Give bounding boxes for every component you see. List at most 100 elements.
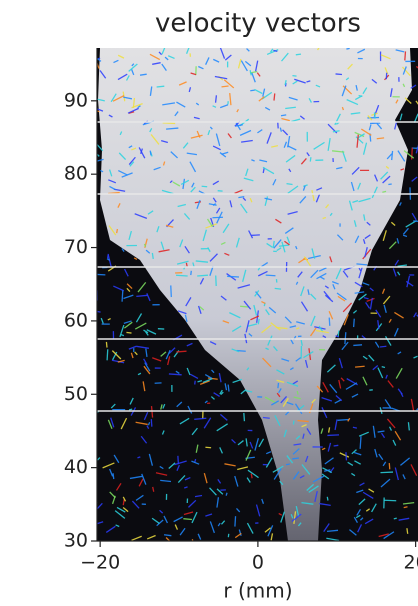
vector	[378, 533, 389, 538]
vector	[141, 473, 147, 485]
vector	[97, 98, 105, 102]
x-tick-label: 0	[252, 552, 264, 574]
vector	[131, 147, 137, 151]
vector	[380, 471, 394, 474]
vector	[321, 473, 330, 480]
vector	[117, 73, 128, 81]
vector	[316, 48, 320, 51]
vector	[283, 141, 288, 148]
vector	[239, 129, 252, 136]
vector	[254, 88, 263, 95]
vector	[132, 97, 136, 109]
vector	[382, 461, 387, 467]
vector	[284, 316, 292, 324]
vector	[211, 369, 215, 374]
vector	[336, 234, 344, 241]
panel-separators	[97, 121, 418, 412]
vector	[398, 517, 410, 521]
vector	[163, 515, 169, 524]
vector	[287, 185, 299, 194]
vector	[257, 270, 268, 277]
vector	[143, 412, 149, 421]
vector	[161, 63, 167, 72]
vector	[110, 417, 115, 428]
vector	[261, 498, 265, 504]
vector	[184, 486, 188, 489]
vector	[342, 85, 353, 95]
vector	[176, 401, 183, 408]
vector	[182, 178, 186, 190]
vector	[234, 532, 242, 539]
vector	[397, 388, 403, 395]
vector	[341, 150, 347, 162]
vector	[394, 467, 399, 481]
vector	[294, 78, 306, 84]
vector	[122, 496, 127, 502]
vector	[374, 341, 380, 348]
vector	[146, 425, 150, 429]
vector	[198, 65, 204, 70]
vector	[384, 335, 392, 346]
vector	[111, 350, 122, 360]
y-tick-label: 60	[64, 309, 88, 331]
vector	[219, 104, 229, 109]
vector	[284, 80, 287, 86]
vector	[117, 203, 121, 208]
vector	[203, 472, 208, 484]
vector	[197, 274, 208, 277]
vector	[109, 468, 114, 477]
y-tick-label: 70	[64, 236, 88, 258]
vector	[149, 53, 161, 61]
vector	[292, 80, 298, 85]
vector	[396, 271, 401, 276]
vector	[248, 332, 253, 337]
vector	[222, 223, 230, 234]
vector	[352, 318, 355, 328]
vector	[168, 462, 176, 469]
vector	[205, 57, 210, 65]
vector	[150, 419, 153, 427]
vector	[244, 60, 252, 67]
vector	[285, 154, 296, 163]
vector	[295, 245, 298, 250]
vector	[415, 144, 418, 154]
vector	[174, 111, 179, 117]
vector	[327, 434, 340, 437]
vector	[240, 60, 248, 72]
vector	[170, 151, 178, 159]
vector	[372, 365, 379, 371]
vector	[120, 334, 125, 337]
vector	[294, 403, 303, 415]
vector	[249, 197, 253, 203]
vector	[327, 427, 331, 433]
vector	[174, 524, 179, 530]
vector	[266, 242, 273, 248]
vector	[385, 374, 388, 379]
vector	[133, 257, 138, 260]
vector	[209, 253, 218, 262]
vector	[311, 398, 316, 404]
vector	[97, 153, 100, 157]
vector	[216, 211, 223, 224]
vector	[410, 398, 415, 412]
vector	[280, 114, 287, 117]
vector	[337, 295, 346, 302]
vector	[364, 234, 371, 240]
vector	[344, 332, 347, 345]
vector	[413, 355, 418, 359]
vector	[220, 295, 227, 301]
vector	[265, 451, 272, 455]
vector	[394, 121, 398, 130]
vector	[146, 329, 157, 335]
vector	[140, 435, 148, 444]
vector	[287, 211, 298, 215]
vector	[380, 478, 391, 488]
vector	[194, 417, 207, 420]
vector	[122, 91, 126, 102]
vector	[258, 438, 265, 448]
vector	[371, 78, 378, 84]
vector	[110, 403, 116, 409]
vector	[227, 275, 240, 278]
vector	[137, 281, 147, 293]
vector	[155, 472, 168, 476]
